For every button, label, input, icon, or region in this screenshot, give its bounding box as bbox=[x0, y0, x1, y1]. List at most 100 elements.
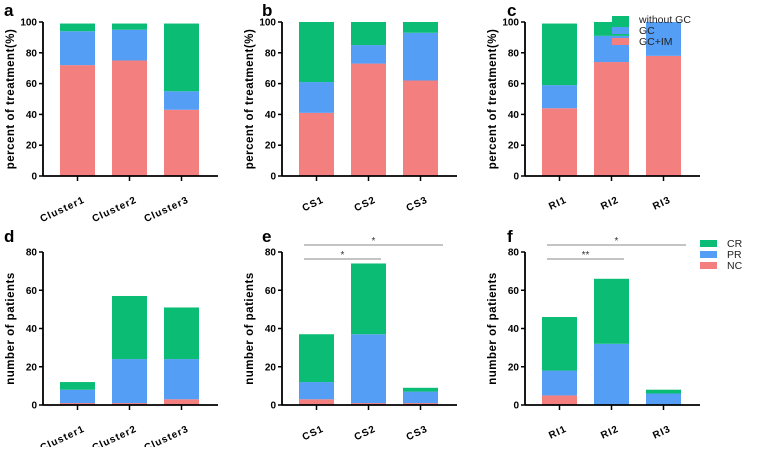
bar-segment-gc-im bbox=[403, 80, 438, 176]
y-tick-label: 80 bbox=[26, 48, 38, 59]
bar-segment-gc bbox=[60, 31, 95, 66]
bar-segment-cr bbox=[542, 317, 577, 371]
y-tick-label: 60 bbox=[508, 79, 520, 90]
bar-segment-gc bbox=[112, 29, 147, 61]
bar-segment-without-gc bbox=[60, 23, 95, 32]
y-tick-label: 20 bbox=[26, 362, 38, 373]
y-tick-label: 0 bbox=[513, 401, 519, 412]
bar-segment-pr bbox=[164, 359, 199, 400]
legend-swatch bbox=[612, 16, 629, 23]
legend-swatch bbox=[612, 27, 629, 34]
bar-segment-cr bbox=[299, 334, 334, 383]
bar-segment-gc-im bbox=[594, 62, 629, 176]
panel-e: e CS1 CS2 CS3 0 20 40 60 80 number of patients * * bbox=[244, 227, 457, 443]
bar-segment-without-gc bbox=[164, 23, 199, 92]
y-tick-label: 100 bbox=[502, 18, 519, 29]
y-tick-label: 0 bbox=[513, 172, 519, 183]
panel-label: c bbox=[507, 1, 516, 20]
x-tick-label: Cluster2 bbox=[91, 424, 139, 447]
y-tick-label: 40 bbox=[265, 324, 277, 335]
x-tick-label: Cluster3 bbox=[143, 195, 191, 225]
bar-segment-cr bbox=[646, 389, 681, 394]
y-axis-label: number of patients bbox=[244, 272, 256, 385]
y-axis-label: number of patients bbox=[5, 272, 17, 385]
bar-segment-without-gc bbox=[351, 22, 386, 46]
y-tick-label: 40 bbox=[26, 324, 38, 335]
y-tick-label: 40 bbox=[265, 110, 277, 121]
legend-swatch bbox=[700, 240, 717, 247]
bar-segment-cr bbox=[594, 278, 629, 344]
bar-segment-gc bbox=[646, 22, 681, 56]
x-tick-label: Cluster2 bbox=[91, 195, 139, 225]
bar-segment-cr bbox=[403, 387, 438, 392]
x-tick-label: RI2 bbox=[599, 424, 620, 442]
bar-segment-cr bbox=[112, 295, 147, 360]
y-tick-label: 20 bbox=[265, 141, 277, 152]
bar-segment-pr bbox=[351, 334, 386, 404]
bar-segment-gc bbox=[351, 45, 386, 64]
y-tick-label: 80 bbox=[508, 48, 520, 59]
bar-segment-cr bbox=[60, 382, 95, 390]
y-tick-label: 80 bbox=[265, 48, 277, 59]
panel-label: b bbox=[262, 1, 272, 20]
y-tick-label: 0 bbox=[270, 172, 276, 183]
bar-segment-pr bbox=[594, 343, 629, 405]
bar-segment-pr bbox=[646, 393, 681, 405]
y-tick-label: 0 bbox=[270, 401, 276, 412]
legend-swatch bbox=[612, 38, 629, 45]
y-tick-label: 60 bbox=[265, 286, 277, 297]
significance-label: * bbox=[615, 236, 619, 247]
y-tick-label: 20 bbox=[508, 141, 520, 152]
y-tick-label: 20 bbox=[265, 362, 277, 373]
bar-segment-nc bbox=[351, 403, 386, 405]
x-tick-label: CS2 bbox=[353, 195, 378, 214]
x-tick-label: CS1 bbox=[301, 424, 326, 443]
bar-segment-nc bbox=[542, 395, 577, 405]
significance-label: * bbox=[372, 236, 376, 247]
bar-segment-gc bbox=[542, 85, 577, 109]
panel-a: a Cluster1 Cluster2 Cluster3 0 20 40 60 80 100per… bbox=[4, 1, 218, 225]
bar-segment-nc bbox=[60, 403, 95, 405]
bar-segment-gc-im bbox=[646, 55, 681, 176]
y-tick-label: 0 bbox=[31, 172, 37, 183]
panel-label: a bbox=[4, 1, 14, 20]
significance-label: * bbox=[341, 250, 345, 261]
y-tick-label: 80 bbox=[26, 248, 38, 259]
bar-segment-gc-im bbox=[112, 60, 147, 176]
panel-label: d bbox=[4, 227, 14, 246]
bar-segment-pr bbox=[403, 391, 438, 404]
bar-segment-nc bbox=[403, 403, 438, 405]
y-tick-label: 60 bbox=[508, 286, 520, 297]
bar-segment-cr bbox=[351, 263, 386, 335]
bar-segment-gc-im bbox=[351, 63, 386, 176]
legend-label: without GC bbox=[638, 14, 691, 26]
y-tick-label: 100 bbox=[20, 18, 37, 29]
bar-segment-cr bbox=[164, 307, 199, 360]
bar-segment-pr bbox=[542, 370, 577, 396]
y-axis-label: percent of treatment(%) bbox=[244, 29, 256, 170]
x-tick-label: RI1 bbox=[547, 195, 568, 213]
x-tick-label: RI3 bbox=[651, 424, 672, 442]
bar-segment-pr bbox=[112, 359, 147, 404]
y-tick-label: 60 bbox=[26, 286, 38, 297]
panel-label: f bbox=[507, 227, 513, 246]
x-tick-label: RI3 bbox=[651, 195, 672, 213]
bar-segment-gc-im bbox=[542, 108, 577, 176]
bar-segment-without-gc bbox=[112, 23, 147, 30]
y-tick-label: 40 bbox=[508, 324, 520, 335]
bar-segment-pr bbox=[299, 382, 334, 400]
legend-label: NC bbox=[727, 260, 743, 272]
x-tick-label: Cluster1 bbox=[39, 424, 87, 447]
bar-segment-gc bbox=[164, 91, 199, 110]
panel-d: d Cluster1 Cluster2 Cluster3 0 20 40 60 80 number… bbox=[4, 227, 218, 452]
x-tick-label: CS3 bbox=[405, 195, 430, 214]
legend-label: GC+IM bbox=[639, 36, 673, 48]
x-tick-label: CS2 bbox=[353, 424, 378, 443]
bar-segment-gc-im bbox=[164, 109, 199, 176]
bar-segment-without-gc bbox=[299, 22, 334, 83]
